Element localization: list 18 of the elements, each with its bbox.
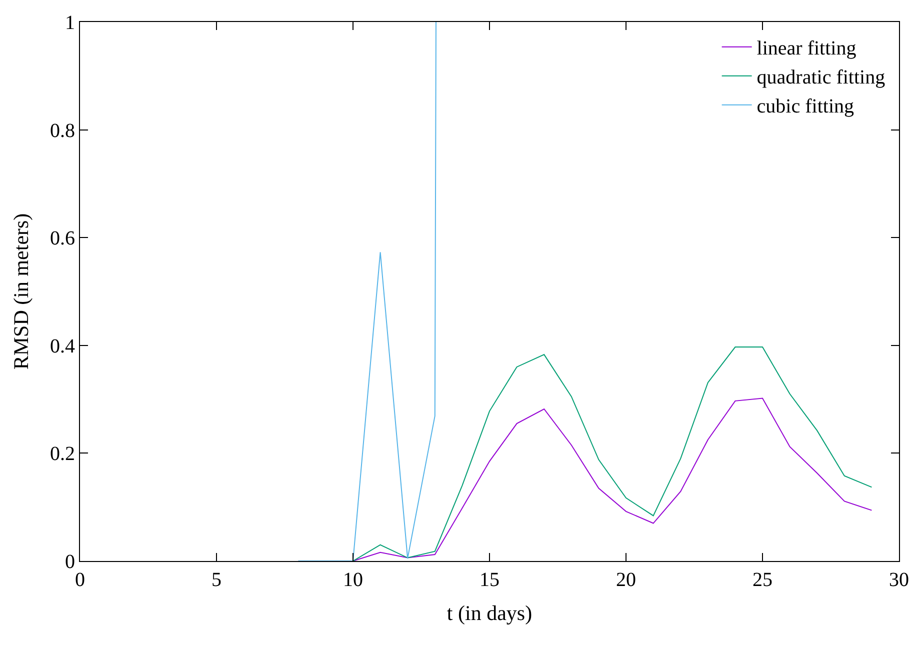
y-tick-label: 0.2: [50, 443, 75, 466]
y-axis-title: RMSD (in meters): [9, 213, 34, 370]
legend-label: quadratic fitting: [756, 66, 886, 89]
x-tick-label: 25: [752, 569, 772, 591]
y-tick-label: 0.4: [50, 335, 75, 358]
x-tick-label: 20: [616, 569, 636, 591]
x-tick-label: 30: [889, 569, 909, 591]
legend-label: cubic fitting: [756, 96, 854, 118]
line-series: [298, 22, 436, 561]
x-tick-label: 5: [212, 569, 222, 591]
y-tick-label: 1: [65, 12, 75, 34]
x-tick-label: 10: [343, 569, 363, 591]
y-tick-label: 0.8: [50, 120, 75, 142]
x-tick-label: 15: [480, 569, 500, 591]
y-tick-label: 0: [65, 551, 75, 573]
x-axis-title: t (in days): [446, 601, 532, 626]
legend-label: linear fitting: [756, 38, 856, 60]
y-tick-label: 0.6: [50, 228, 75, 250]
